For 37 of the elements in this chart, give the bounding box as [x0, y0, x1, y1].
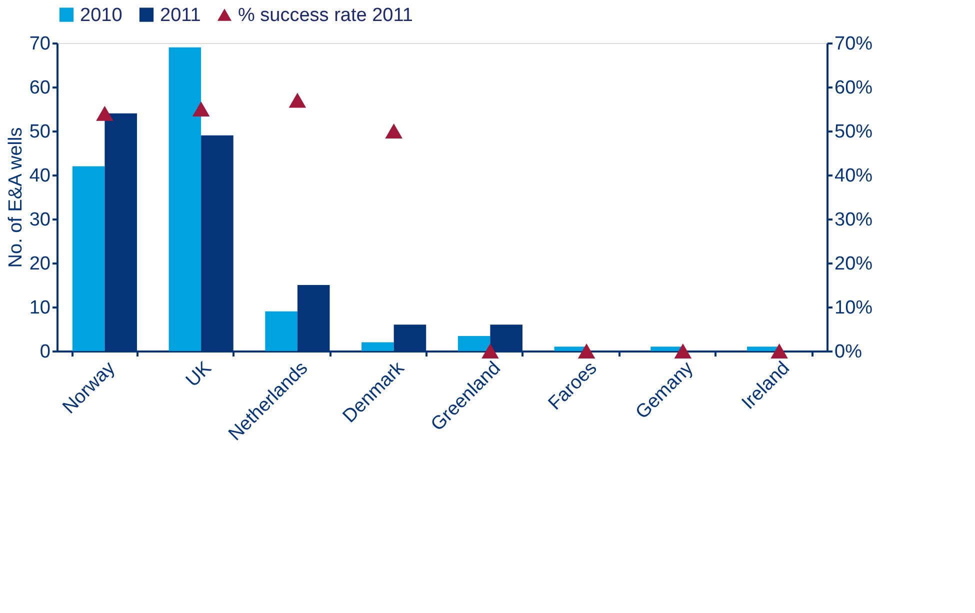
y2-tick-label: 30%: [834, 210, 873, 230]
point: [385, 124, 402, 138]
point: [288, 92, 306, 108]
y2-tick-label: 40%: [834, 166, 873, 186]
y2-tick-label: 10%: [834, 298, 873, 318]
bar: [458, 336, 490, 351]
point: [192, 102, 210, 116]
y-tick-label: 30: [29, 210, 50, 230]
point: [578, 344, 596, 358]
y-axis-title: No. of E&A wells: [5, 127, 26, 268]
y-tick-label: 10: [29, 298, 50, 318]
y2-tick-label: 0%: [834, 342, 862, 362]
bar: [747, 346, 780, 351]
point: [674, 344, 692, 358]
point: [482, 344, 499, 358]
y2-tick-label: 60%: [834, 78, 873, 98]
bar: [650, 346, 683, 351]
bar: [72, 166, 105, 351]
legend-label: 2011: [160, 4, 201, 26]
bar: [265, 311, 298, 351]
y2-tick-label: 20%: [834, 254, 873, 274]
bar: [168, 47, 202, 351]
y-tick-label: 60: [29, 78, 50, 98]
y-tick-label: 20: [29, 254, 50, 274]
bar: [554, 346, 587, 351]
legend-label: % success rate 2011: [238, 4, 413, 26]
y-tick-label: 0: [40, 342, 50, 362]
y2-tick-label: 50%: [834, 122, 873, 142]
y-tick-label: 50: [29, 122, 50, 142]
point: [96, 106, 114, 121]
bar: [362, 342, 394, 351]
y-tick-label: 70: [29, 34, 50, 54]
y-tick-label: 40: [29, 166, 50, 186]
legend-label: 2010: [80, 4, 122, 26]
y2-tick-label: 70%: [834, 34, 873, 54]
x-tick-label: UK: [182, 358, 216, 392]
point: [770, 344, 788, 358]
